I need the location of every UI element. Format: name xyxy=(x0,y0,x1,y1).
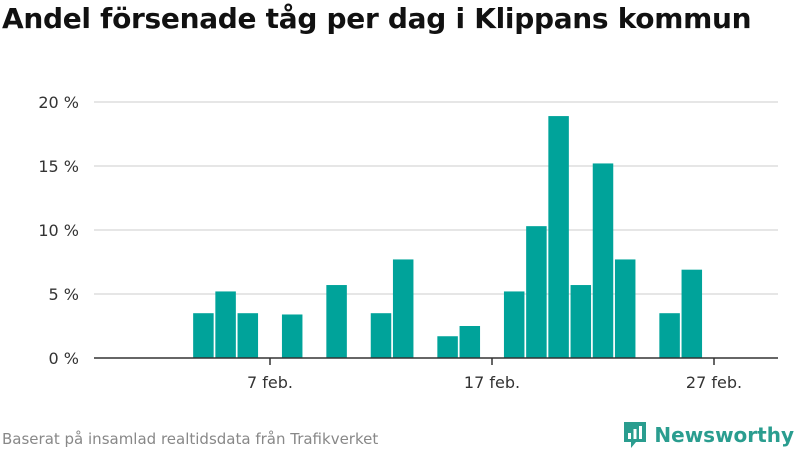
source-note: Baserat på insamlad realtidsdata från Tr… xyxy=(2,430,379,448)
bar xyxy=(459,326,481,358)
bar xyxy=(548,116,569,358)
bar xyxy=(437,336,458,358)
bar xyxy=(370,313,392,358)
bar xyxy=(592,163,614,358)
bars xyxy=(193,116,703,358)
x-tick-label: 17 feb. xyxy=(464,373,520,392)
y-tick-label: 0 % xyxy=(49,349,79,368)
bar xyxy=(326,285,347,358)
x-tick-label: 7 feb. xyxy=(247,373,293,392)
bar xyxy=(503,291,525,358)
axes: 0 % 5 % 10 % 15 % 20 % 7 feb. 17 feb. 27 feb. xyxy=(38,93,778,392)
bar xyxy=(659,313,680,358)
gridlines xyxy=(94,101,778,295)
x-tick-label: 27 feb. xyxy=(686,373,742,392)
y-tick-label: 5 % xyxy=(49,285,79,304)
bar xyxy=(681,269,703,358)
newsworthy-logo-icon xyxy=(624,422,647,448)
bar xyxy=(193,313,214,358)
bar xyxy=(614,259,636,358)
chart-title: Andel försenade tåg per dag i Klippans k… xyxy=(2,2,752,35)
bar xyxy=(526,226,547,358)
y-tick-label: 15 % xyxy=(38,157,79,176)
brand-logo: Newsworthy xyxy=(622,420,794,450)
bar xyxy=(215,291,236,358)
y-tick-label: 20 % xyxy=(38,93,79,112)
bar xyxy=(392,259,414,358)
bar xyxy=(570,285,592,358)
brand-name: Newsworthy xyxy=(654,423,794,447)
bar xyxy=(237,313,259,358)
bar xyxy=(281,314,303,358)
y-tick-label: 10 % xyxy=(38,221,79,240)
